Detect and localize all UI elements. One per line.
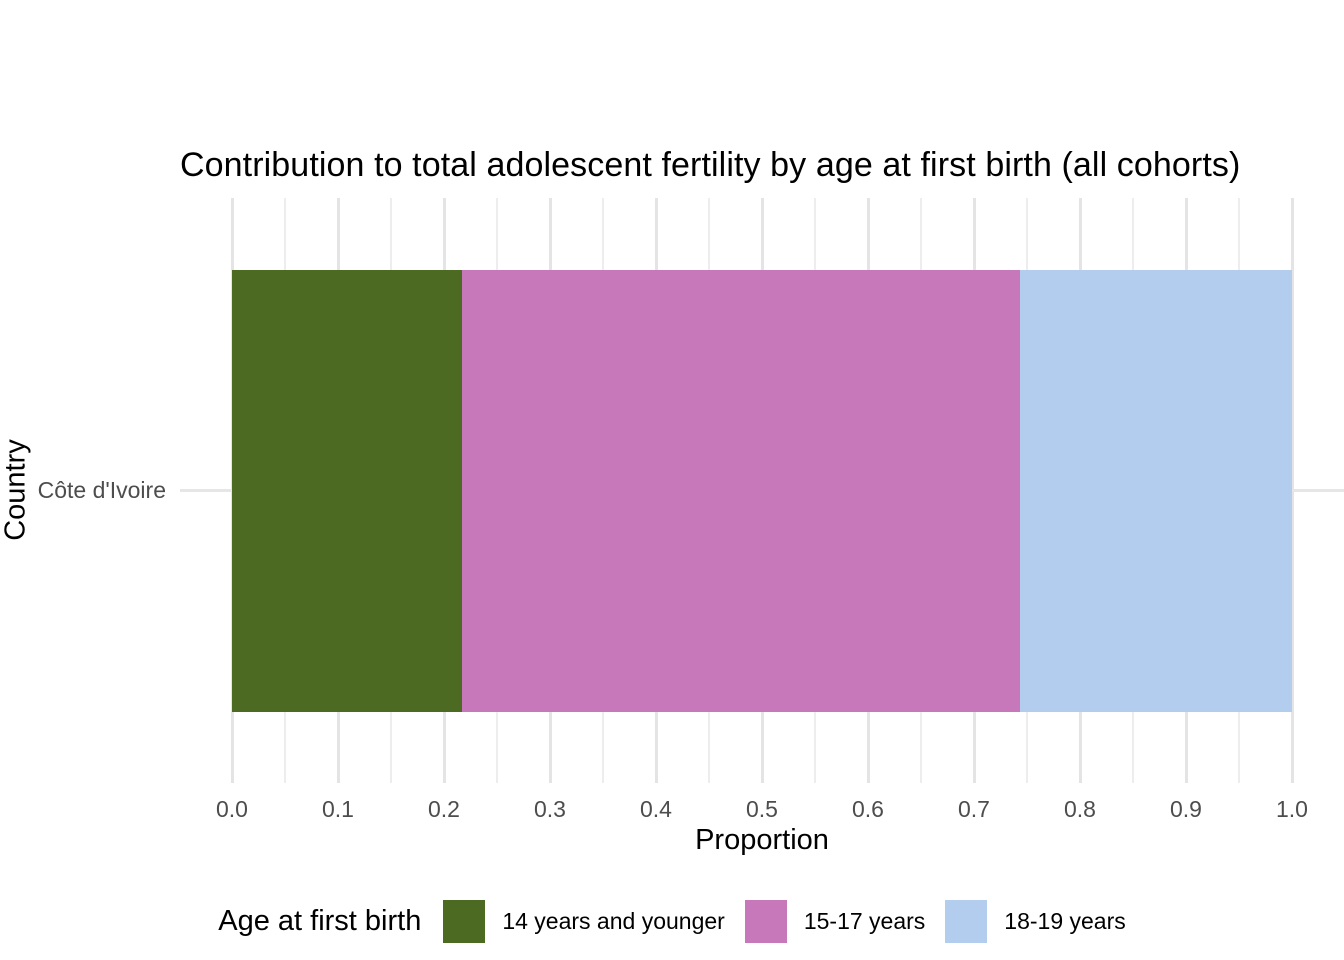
x-tick-label: 1.0 — [1276, 796, 1308, 822]
x-tick-label: 0.4 — [640, 796, 672, 822]
x-tick-label: 0.7 — [958, 796, 990, 822]
chart-title: Contribution to total adolescent fertili… — [180, 146, 1241, 184]
bar-segment-14-years-and-younger — [232, 270, 463, 712]
legend: Age at first birth 14 years and younger 1… — [0, 896, 1344, 946]
y-category-label: Côte d'Ivoire — [37, 477, 166, 503]
legend-swatch-icon — [744, 899, 787, 943]
legend-item-label: 15-17 years — [803, 907, 926, 934]
stacked-bar — [180, 270, 1344, 712]
x-tick-label: 0.2 — [428, 796, 460, 822]
legend-swatch-icon — [443, 899, 486, 943]
x-tick-label: 0.5 — [746, 796, 778, 822]
legend-item-label: 18-19 years — [1004, 907, 1126, 934]
x-tick-label: 0.8 — [1064, 796, 1096, 822]
legend-swatch-icon — [945, 899, 988, 943]
x-tick-label: 0.0 — [216, 796, 248, 822]
x-axis-title: Proportion — [695, 824, 829, 856]
x-tick-label: 0.1 — [322, 796, 354, 822]
x-tick-label: 0.3 — [534, 796, 566, 822]
x-tick-label: 0.9 — [1170, 796, 1202, 822]
legend-items: 14 years and younger 15-17 years 18-19 yea… — [443, 899, 1126, 943]
legend-item: 14 years and younger — [443, 899, 725, 943]
legend-item-label: 14 years and younger — [502, 907, 725, 934]
legend-title: Age at first birth — [218, 904, 422, 937]
plot-panel — [180, 198, 1344, 783]
x-tick-label: 0.6 — [852, 796, 884, 822]
bar-segment-15-17-years — [462, 270, 1020, 712]
legend-item: 15-17 years — [744, 899, 926, 943]
legend-item: 18-19 years — [945, 899, 1126, 943]
bar-segment-18-19-years — [1019, 270, 1292, 712]
